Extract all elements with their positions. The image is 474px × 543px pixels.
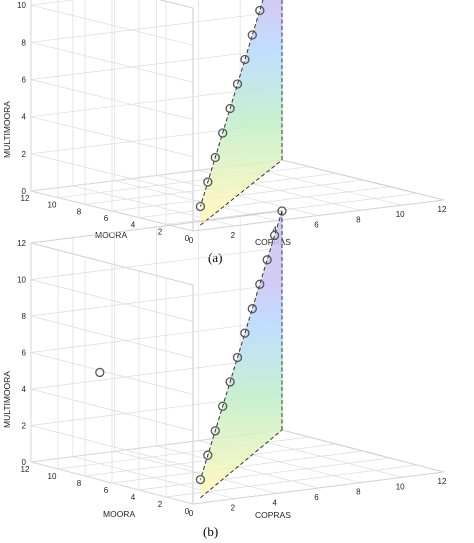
z-tick-label: 8 bbox=[22, 312, 27, 321]
z-tick-label: 4 bbox=[22, 113, 27, 122]
y-tick-label: 6 bbox=[104, 486, 109, 495]
surface-fill bbox=[200, 0, 282, 226]
data-point bbox=[255, 5, 265, 16]
grid-line bbox=[30, 242, 194, 286]
data-point bbox=[255, 279, 265, 289]
x-tick-label: 6 bbox=[314, 221, 319, 230]
grid-line bbox=[159, 0, 194, 9]
panel-caption-a: (a) bbox=[208, 250, 222, 265]
data-point bbox=[218, 128, 228, 138]
y-tick-label: 12 bbox=[21, 194, 30, 203]
x-tick-label: 6 bbox=[314, 493, 319, 502]
y-tick-label: 4 bbox=[131, 221, 136, 230]
y-tick-label: 10 bbox=[48, 201, 57, 210]
data-point bbox=[218, 401, 228, 411]
z-tick-label: 10 bbox=[17, 1, 26, 10]
y-tick-label: 0 bbox=[185, 234, 190, 243]
y-tick-label: 2 bbox=[158, 500, 163, 509]
z-tick-label: 12 bbox=[17, 239, 26, 248]
grid-line bbox=[281, 159, 445, 201]
z-tick-label: 2 bbox=[22, 422, 27, 431]
data-point bbox=[225, 377, 235, 387]
data-point bbox=[195, 474, 206, 485]
x-tick-label: 2 bbox=[231, 504, 236, 513]
surface-fill bbox=[200, 211, 282, 498]
y-tick-label: 2 bbox=[158, 227, 163, 236]
grid-line bbox=[30, 247, 283, 280]
z-tick-label: 8 bbox=[22, 38, 27, 47]
x-tick-label: 8 bbox=[356, 488, 361, 497]
grid-line bbox=[57, 166, 310, 199]
x-tick-label: 4 bbox=[272, 226, 277, 235]
data-point bbox=[210, 426, 220, 436]
x-tick-label: 8 bbox=[356, 215, 361, 224]
panel-caption-b: (b) bbox=[203, 524, 218, 539]
data-point bbox=[203, 450, 213, 460]
data-points-a bbox=[195, 5, 265, 212]
y-tick-label: 6 bbox=[104, 214, 109, 223]
data-point bbox=[247, 304, 257, 314]
data-point bbox=[232, 352, 243, 363]
y-tick-label: 0 bbox=[185, 507, 190, 516]
data-point bbox=[240, 54, 250, 65]
z-tick-label: 4 bbox=[22, 385, 27, 394]
x-tick-label: 10 bbox=[396, 210, 405, 219]
grid-line bbox=[57, 436, 310, 470]
data-points-b bbox=[95, 206, 287, 485]
x-tick-label: 12 bbox=[438, 477, 447, 486]
grid-line bbox=[30, 4, 194, 46]
grid-line bbox=[30, 279, 194, 322]
surface-edge bbox=[200, 159, 283, 226]
y-tick-label: 4 bbox=[131, 493, 136, 502]
data-point bbox=[203, 177, 213, 187]
data-point bbox=[269, 230, 280, 241]
data-point bbox=[232, 79, 243, 89]
x-tick-label: 2 bbox=[231, 231, 236, 240]
z-tick-label: 10 bbox=[17, 276, 26, 285]
z-tick-label: 0 bbox=[22, 187, 27, 196]
surface-edge bbox=[200, 429, 283, 499]
z-tick-label: 6 bbox=[22, 349, 27, 358]
y-tick-label: 8 bbox=[77, 479, 82, 488]
x-tick-label: 0 bbox=[189, 509, 194, 518]
data-point bbox=[277, 206, 287, 216]
data-point bbox=[240, 328, 250, 338]
y-axis-label-b: MOORA bbox=[103, 509, 135, 519]
z-tick-label: 6 bbox=[22, 76, 27, 85]
x-tick-label: 10 bbox=[396, 482, 405, 491]
y-tick-label: 8 bbox=[77, 207, 82, 216]
x-tick-label: 4 bbox=[272, 498, 277, 507]
data-point bbox=[195, 201, 206, 212]
z-axis-label-b: MULTIMOORA bbox=[2, 371, 12, 428]
data-point bbox=[247, 30, 257, 40]
x-tick-label: 0 bbox=[189, 236, 194, 245]
x-tick-label: 12 bbox=[438, 205, 447, 214]
data-point bbox=[210, 152, 220, 163]
data-point bbox=[95, 367, 105, 378]
y-axis-label-a: MOORA bbox=[95, 230, 127, 240]
y-tick-label: 12 bbox=[21, 465, 30, 474]
z-tick-label: 2 bbox=[22, 150, 27, 159]
z-tick-label: 0 bbox=[22, 458, 27, 467]
data-point bbox=[225, 103, 235, 114]
y-tick-label: 10 bbox=[48, 472, 57, 481]
data-point bbox=[262, 255, 272, 265]
x-axis-label-b: COPRAS bbox=[255, 510, 291, 520]
z-axis-label-a: MULTIMOORA bbox=[2, 101, 12, 158]
grid-line bbox=[281, 429, 445, 473]
grid-line bbox=[30, 210, 283, 244]
